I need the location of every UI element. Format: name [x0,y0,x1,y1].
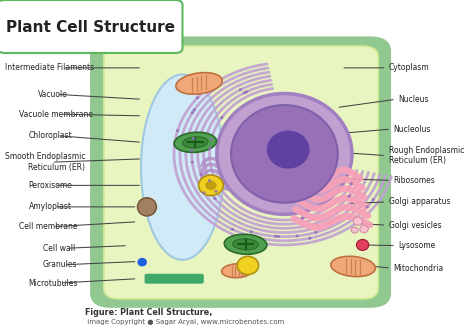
Ellipse shape [356,240,369,250]
FancyBboxPatch shape [145,274,204,284]
Ellipse shape [174,132,217,152]
Ellipse shape [277,235,280,238]
Ellipse shape [200,173,203,176]
Text: Microtubules: Microtubules [28,278,78,288]
Ellipse shape [199,175,223,196]
Ellipse shape [192,108,196,111]
Ellipse shape [295,234,299,237]
Ellipse shape [331,256,375,277]
Text: Cell wall: Cell wall [43,244,75,253]
Ellipse shape [372,198,375,201]
Ellipse shape [210,138,213,141]
Ellipse shape [208,147,211,150]
Ellipse shape [192,137,195,140]
Text: Vacuole: Vacuole [38,90,68,99]
Ellipse shape [350,182,353,185]
Ellipse shape [231,105,337,203]
Text: Amyloplast: Amyloplast [28,202,72,212]
Ellipse shape [231,228,234,231]
Ellipse shape [237,256,259,275]
Ellipse shape [233,239,258,250]
FancyBboxPatch shape [90,36,391,308]
Ellipse shape [191,161,194,164]
Text: Smooth Endoplasmic
Reticulum (ER): Smooth Endoplasmic Reticulum (ER) [5,153,85,172]
Ellipse shape [308,237,311,240]
Ellipse shape [267,130,310,169]
Text: Cytoplasm: Cytoplasm [389,63,429,72]
Ellipse shape [222,264,252,278]
Ellipse shape [239,88,242,91]
Ellipse shape [202,191,206,194]
Text: Vacuole membrane: Vacuole membrane [19,110,93,119]
Ellipse shape [220,116,223,119]
Ellipse shape [137,258,147,266]
Ellipse shape [224,234,267,254]
Ellipse shape [182,137,208,148]
Ellipse shape [176,129,179,132]
Text: Image Copyright ● Sagar Aryal, www.microbenotes.com: Image Copyright ● Sagar Aryal, www.micro… [85,319,284,325]
Ellipse shape [205,181,217,190]
Text: Plant Cell Structure: Plant Cell Structure [6,20,174,35]
Ellipse shape [301,217,304,220]
Text: Golgi vesicles: Golgi vesicles [389,220,441,230]
Text: Granules: Granules [43,260,77,269]
Ellipse shape [196,96,199,99]
Text: Rough Endoplasmic
Reticulum (ER): Rough Endoplasmic Reticulum (ER) [389,146,464,165]
Ellipse shape [347,195,351,198]
Text: Nucleus: Nucleus [398,95,428,104]
Ellipse shape [213,197,217,200]
Text: Ribosomes: Ribosomes [393,176,435,185]
Text: Nucleolus: Nucleolus [393,124,431,134]
Ellipse shape [208,179,211,182]
Ellipse shape [217,93,352,214]
Ellipse shape [176,72,222,94]
Text: Peroxisome: Peroxisome [28,181,73,190]
Ellipse shape [190,149,193,152]
Ellipse shape [141,74,224,260]
Ellipse shape [191,111,194,114]
Text: Lysosome: Lysosome [398,241,436,250]
Ellipse shape [245,90,248,93]
Text: Cell membrane: Cell membrane [19,222,77,231]
Text: Golgi apparatus: Golgi apparatus [389,197,450,207]
Ellipse shape [351,227,358,233]
Text: Mitochondria: Mitochondria [393,263,444,273]
Ellipse shape [243,91,246,94]
Ellipse shape [274,235,277,238]
FancyBboxPatch shape [104,46,378,299]
Ellipse shape [214,190,218,193]
Ellipse shape [365,205,369,208]
Ellipse shape [353,217,363,225]
Ellipse shape [250,230,253,233]
Text: Figure: Plant Cell Structure,: Figure: Plant Cell Structure, [85,308,213,317]
Ellipse shape [314,231,318,234]
Text: Chloroplast: Chloroplast [28,131,72,140]
Ellipse shape [360,225,368,233]
FancyBboxPatch shape [0,0,182,53]
Ellipse shape [137,198,156,216]
Text: Intermediate Filaments: Intermediate Filaments [5,63,94,72]
